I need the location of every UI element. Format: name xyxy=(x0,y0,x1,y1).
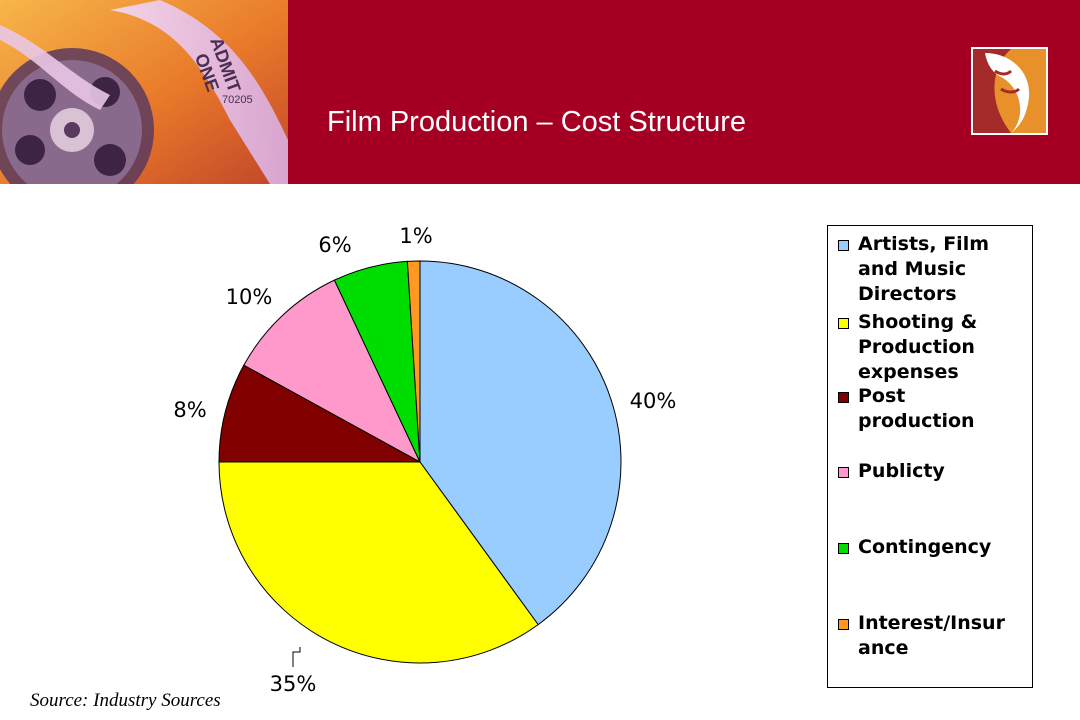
legend-label-line: production xyxy=(858,410,975,432)
legend-swatch xyxy=(838,619,849,630)
page-title: Film Production – Cost Structure xyxy=(327,106,747,138)
pie-slice-3 xyxy=(218,364,421,463)
legend-label-line: expenses xyxy=(858,361,959,383)
pie-slice-4 xyxy=(243,279,422,464)
legend-label-line: Shooting & xyxy=(858,311,978,333)
legend-swatch xyxy=(838,240,849,251)
legend-label-line: Production xyxy=(858,336,975,358)
legend-label-line: Interest/Insur xyxy=(858,612,1005,634)
slice-label-6: 1% xyxy=(399,224,432,248)
legend-label-line: and Music xyxy=(858,258,967,280)
cost-structure-pie-chart: 40% 35% 8% 10% 6% 1% xyxy=(173,224,677,696)
pie-slice-2 xyxy=(218,461,539,664)
legend-label: Contingency xyxy=(858,535,1034,560)
legend-label: Post production xyxy=(858,384,1034,434)
legend-swatch xyxy=(838,543,849,554)
legend-label-line: ance xyxy=(858,637,909,659)
logo-icon xyxy=(971,47,1048,135)
pie-slice-1 xyxy=(419,260,622,626)
chart-legend: Artists, Film and Music Directors Shooting … xyxy=(827,225,1033,688)
slice-label-1: 40% xyxy=(630,389,677,413)
slice-label-3: 8% xyxy=(173,398,206,422)
legend-label: Interest/Insur ance xyxy=(858,611,1034,661)
legend-label: Publicty xyxy=(858,459,1034,484)
legend-label-line: Post xyxy=(858,385,906,407)
slice-label-4: 10% xyxy=(226,285,273,309)
slice-label-5: 6% xyxy=(318,233,351,257)
film-reel-icon xyxy=(0,48,154,184)
legend-swatch xyxy=(838,467,849,478)
source-note: Source: Industry Sources xyxy=(30,690,221,711)
label-leader-line xyxy=(292,647,301,667)
legend-swatch xyxy=(838,392,849,403)
svg-text:70205: 70205 xyxy=(222,94,253,106)
title-banner: ADMIT ONE 70205 Film Production – Cost S… xyxy=(0,0,1080,184)
legend-label-line: Artists, Film xyxy=(858,233,990,255)
pie-slice-6 xyxy=(406,260,421,463)
legend-label: Artists, Film and Music Directors xyxy=(858,232,1034,307)
legend-label-line: Directors xyxy=(858,283,957,305)
legend-label-line: Contingency xyxy=(858,536,992,558)
legend-swatch xyxy=(838,318,849,329)
film-reel-image: ADMIT ONE 70205 xyxy=(0,0,288,184)
legend-label-line: Publicty xyxy=(858,460,945,482)
legend-label: Shooting & Production expenses xyxy=(858,310,1034,385)
slice-label-2: 35% xyxy=(270,672,317,696)
